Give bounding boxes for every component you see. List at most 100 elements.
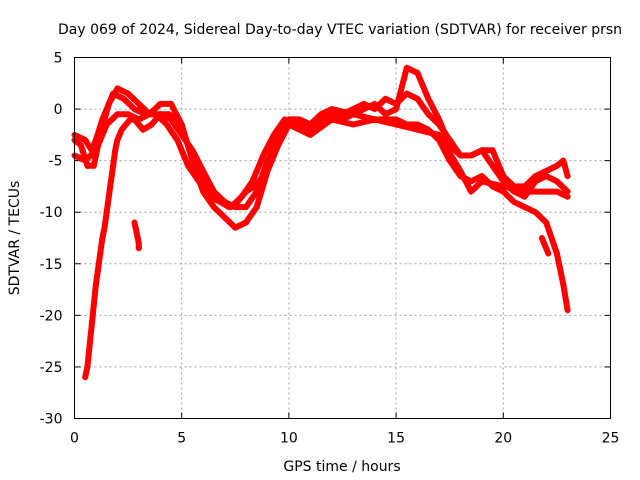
data-point <box>382 95 389 102</box>
x-tick-label: 0 <box>70 431 79 447</box>
data-point <box>260 152 267 159</box>
data-point <box>92 281 99 288</box>
data-point <box>435 137 442 144</box>
data-point <box>260 173 267 180</box>
data-point <box>110 90 117 97</box>
data-point <box>543 167 550 174</box>
data-point <box>307 131 314 138</box>
data-point <box>101 224 108 231</box>
data-point <box>238 193 245 200</box>
data-point <box>142 111 149 118</box>
data-point <box>511 183 518 190</box>
data-point <box>521 183 528 190</box>
data-point <box>339 111 346 118</box>
data-point <box>253 188 260 195</box>
data-point <box>86 343 93 350</box>
data-point <box>157 111 164 118</box>
data-point <box>564 307 571 314</box>
data-point <box>307 126 314 133</box>
data-point <box>553 178 560 185</box>
data-point <box>163 121 170 128</box>
data-point <box>414 69 421 76</box>
data-point <box>112 147 119 154</box>
y-tick-label: -10 <box>40 205 63 221</box>
data-point <box>77 142 84 149</box>
data-point <box>500 183 507 190</box>
data-point <box>371 100 378 107</box>
data-point <box>382 111 389 118</box>
data-point <box>393 106 400 113</box>
data-point <box>82 374 89 381</box>
y-tick-label: 5 <box>54 51 63 67</box>
data-point <box>174 137 181 144</box>
data-point <box>543 219 550 226</box>
data-point <box>296 116 303 123</box>
data-point <box>489 183 496 190</box>
data-point <box>543 173 550 180</box>
data-point <box>165 111 172 118</box>
data-point <box>148 121 155 128</box>
data-point <box>210 204 217 211</box>
data-point <box>285 121 292 128</box>
data-point <box>468 178 475 185</box>
data-point <box>275 142 282 149</box>
y-tick-label: -20 <box>40 308 63 324</box>
data-point <box>521 193 528 200</box>
data-point <box>232 224 239 231</box>
y-axis-label: SDTVAR / TECUs <box>7 181 23 296</box>
y-tick-label: -15 <box>40 257 63 273</box>
data-point <box>545 250 552 257</box>
data-point <box>125 111 132 118</box>
data-point <box>243 188 250 195</box>
data-point <box>457 173 464 180</box>
data-point <box>82 157 89 164</box>
data-point <box>97 250 104 257</box>
data-point <box>90 162 97 169</box>
data-point <box>403 121 410 128</box>
data-point <box>225 204 232 211</box>
data-point <box>478 147 485 154</box>
data-point <box>174 116 181 123</box>
data-point <box>560 281 567 288</box>
x-tick-label: 5 <box>177 431 186 447</box>
data-point <box>500 178 507 185</box>
data-point <box>200 178 207 185</box>
data-point <box>268 147 275 154</box>
x-tick-label: 15 <box>387 431 405 447</box>
data-point <box>208 188 215 195</box>
x-tick-label: 20 <box>494 431 512 447</box>
data-point <box>110 162 117 169</box>
data-point <box>296 126 303 133</box>
data-point <box>328 116 335 123</box>
data-point <box>371 116 378 123</box>
series-isolated-2 <box>538 235 552 257</box>
data-point <box>120 95 127 102</box>
data-point <box>521 204 528 211</box>
y-tick-label: -5 <box>49 154 63 170</box>
data-point <box>131 116 138 123</box>
data-point <box>167 100 174 107</box>
x-tick-labels: 0 5 10 15 20 25 <box>70 431 619 447</box>
data-point <box>189 147 196 154</box>
data-point <box>92 137 99 144</box>
data-point <box>88 322 95 329</box>
data-point <box>281 116 288 123</box>
data-point <box>270 131 277 138</box>
data-point <box>88 147 95 154</box>
data-point <box>90 302 97 309</box>
data-point <box>425 111 432 118</box>
data-point <box>249 178 256 185</box>
data-point <box>371 106 378 113</box>
data-point <box>135 245 142 252</box>
data-point <box>84 363 91 370</box>
data-point <box>84 162 91 169</box>
data-point <box>425 126 432 133</box>
data-point <box>97 131 104 138</box>
data-point <box>457 152 464 159</box>
data-point <box>393 121 400 128</box>
data-point <box>532 173 539 180</box>
data-point <box>538 235 545 241</box>
data-point <box>553 162 560 169</box>
data-point <box>99 235 106 241</box>
data-point <box>446 142 453 149</box>
